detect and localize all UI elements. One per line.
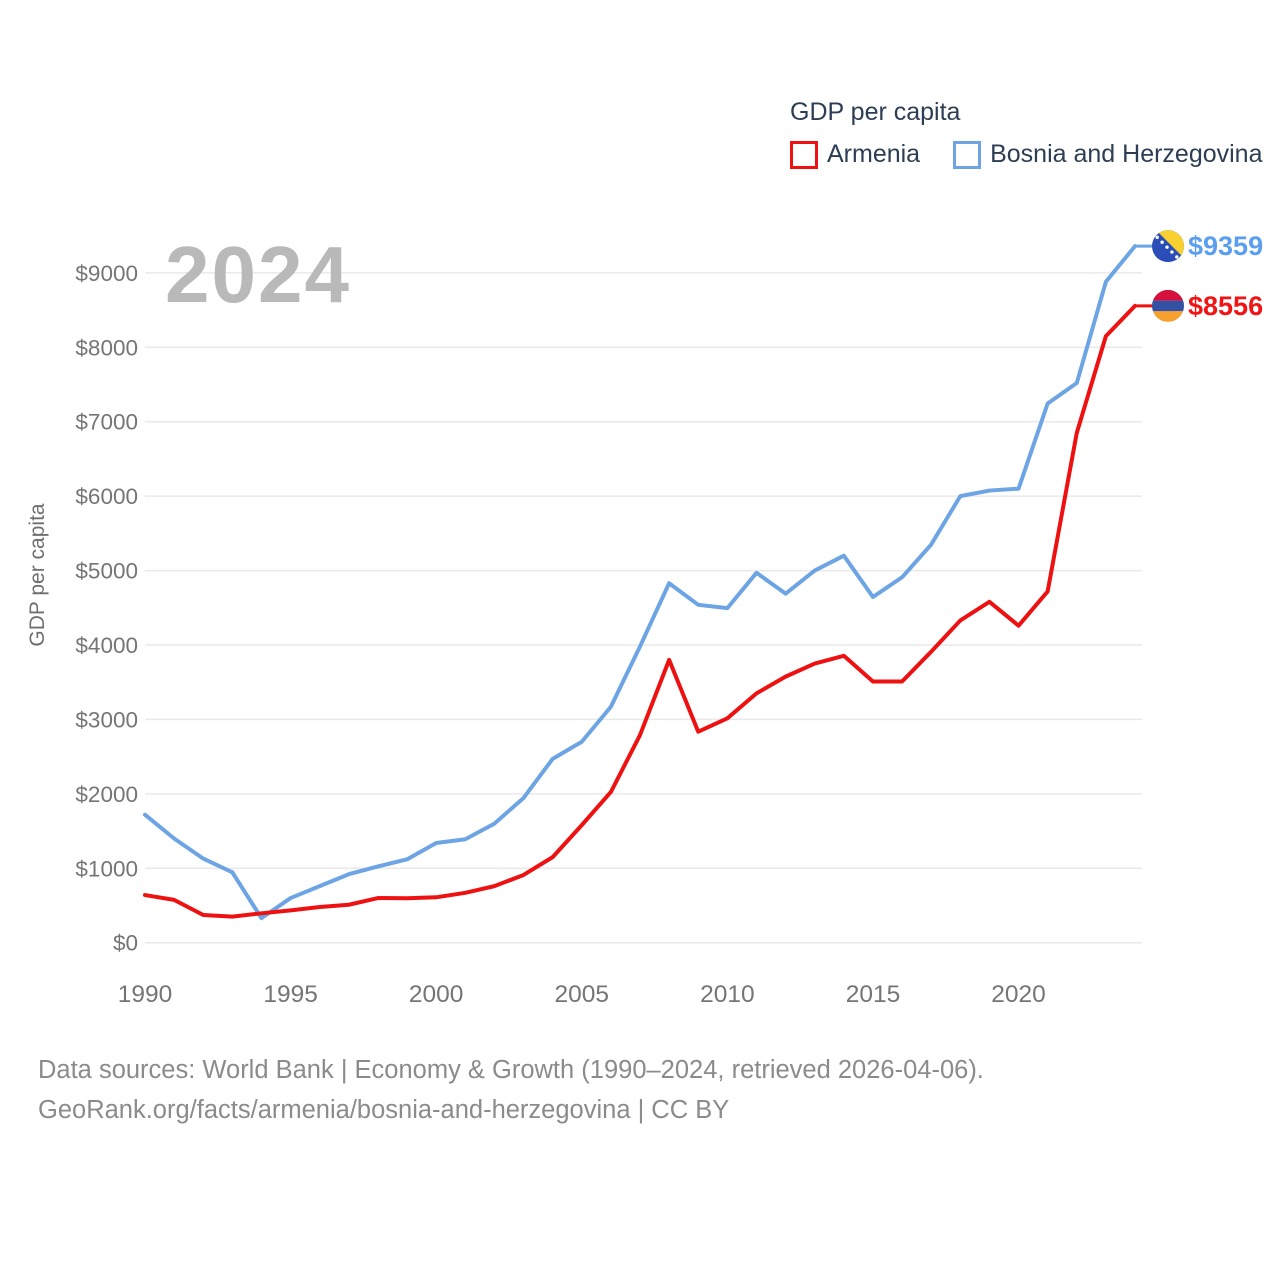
x-tick-label: 2005 [555, 981, 610, 1008]
y-tick-label: $6000 [75, 484, 138, 509]
y-tick-label: $4000 [75, 633, 138, 658]
y-tick-label: $7000 [75, 410, 138, 435]
end-markers: $9359 $8556 [1135, 230, 1263, 322]
y-tick-label: $5000 [75, 559, 138, 584]
footer-attribution: GeoRank.org/facts/armenia/bosnia-and-her… [38, 1096, 730, 1124]
x-tick-label: 2020 [991, 981, 1046, 1008]
series-line-bosnia-and-herzegovina[interactable] [143, 244, 1138, 921]
legend: GDP per capita Armenia Bosnia and Herzeg… [790, 98, 1263, 169]
y-tick-label: $9000 [75, 261, 138, 286]
gridlines [145, 272, 1142, 944]
legend-item-bosnia-and-herzegovina[interactable]: Bosnia and Herzegovina [953, 140, 1263, 169]
x-axis-tick-labels: 1990 1995 2000 2005 2010 2015 2020 [118, 981, 1046, 1008]
y-tick-label: $3000 [75, 707, 138, 732]
footer: Data sources: World Bank | Economy & Gro… [38, 1050, 984, 1130]
x-tick-label: 2000 [409, 981, 464, 1008]
armenia-series-swatch-icon [790, 140, 818, 169]
legend-row: Armenia Bosnia and Herzegovina [790, 140, 1263, 169]
bosnia-series-swatch-icon [953, 140, 982, 169]
end-value-label-armenia: $8556 [1188, 291, 1263, 321]
series-line-armenia[interactable] [143, 303, 1138, 919]
footer-data-sources: Data sources: World Bank | Economy & Gro… [38, 1056, 984, 1084]
y-tick-label: $1000 [75, 856, 138, 881]
end-value-label-bosnia-and-herzegovina: $9359 [1188, 231, 1263, 261]
legend-item-armenia[interactable]: Armenia [790, 140, 920, 169]
y-tick-label: $0 [113, 931, 138, 956]
y-tick-label: $2000 [75, 782, 138, 807]
legend-label-armenia: Armenia [827, 140, 921, 168]
year-watermark: 2024 [165, 230, 351, 319]
armenia-flag-icon [1152, 289, 1184, 322]
x-tick-label: 1995 [263, 981, 318, 1008]
y-axis-title: GDP per capita [26, 503, 49, 647]
bosnia-and-herzegovina-flag-icon [1152, 230, 1184, 263]
y-tick-label: $8000 [75, 335, 138, 360]
x-tick-label: 2010 [700, 981, 755, 1008]
y-axis-tick-labels: $0 $1000 $2000 $3000 $4000 $5000 $6000 $7000 $80… [75, 261, 138, 956]
x-tick-label: 1990 [118, 981, 173, 1008]
legend-label-bosnia-and-herzegovina: Bosnia and Herzegovina [990, 140, 1263, 168]
series-lines [143, 244, 1138, 921]
legend-title: GDP per capita [790, 98, 961, 126]
x-tick-label: 2015 [846, 981, 901, 1008]
